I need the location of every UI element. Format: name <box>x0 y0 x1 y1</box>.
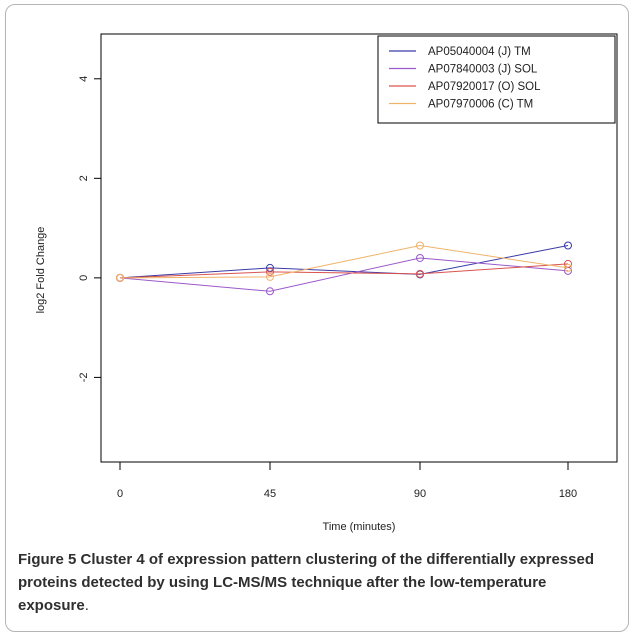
data-point <box>416 269 424 278</box>
y-tick-label: -2 <box>78 373 90 383</box>
data-point <box>266 272 274 281</box>
caption-label: Figure 5 <box>18 551 77 568</box>
data-point <box>266 287 274 296</box>
y-tick-label: 4 <box>78 76 90 82</box>
data-point <box>416 241 424 250</box>
data-point <box>564 263 572 272</box>
x-axis-label: Time (minutes) <box>323 521 396 533</box>
x-tick-label: 0 <box>117 488 123 500</box>
legend: AP05040004 (J) TM AP07840003 (J) SOL AP079… <box>377 35 616 124</box>
data-point <box>266 267 274 276</box>
x-tick-label: 180 <box>559 488 577 500</box>
y-tick-label: 2 <box>78 175 90 181</box>
series-line <box>119 245 569 279</box>
data-point <box>564 241 572 250</box>
x-tick-label: 45 <box>264 488 276 500</box>
line-chart: -2 0 2 4 0 45 90 180 AP05040004 (J) TM AP078400… <box>35 33 618 533</box>
x-axis: 0 45 90 180 <box>117 461 577 500</box>
data-point <box>116 273 124 282</box>
legend-box <box>377 35 616 124</box>
legend-label: AP05040004 (J) TM <box>428 46 531 58</box>
caption-end: . <box>84 597 89 614</box>
legend-label: AP07920017 (O) SOL <box>428 81 541 93</box>
x-tick-label: 90 <box>414 488 426 500</box>
legend-label: AP07970006 (C) TM <box>428 99 533 111</box>
data-point <box>416 253 424 262</box>
series-line <box>119 263 569 279</box>
figure-frame <box>5 4 629 632</box>
y-axis-label: log2 Fold Change <box>35 227 47 314</box>
y-tick-label: 0 <box>78 275 90 281</box>
figure-caption: Figure 5 Cluster 4 of expression pattern… <box>18 548 618 617</box>
legend-label: AP07840003 (J) SOL <box>428 64 538 76</box>
series-line <box>119 245 569 279</box>
caption-text: Cluster 4 of expression pattern clusteri… <box>18 551 594 614</box>
series-group <box>116 241 572 296</box>
series-line <box>119 257 569 292</box>
y-axis: -2 0 2 4 <box>78 76 102 383</box>
